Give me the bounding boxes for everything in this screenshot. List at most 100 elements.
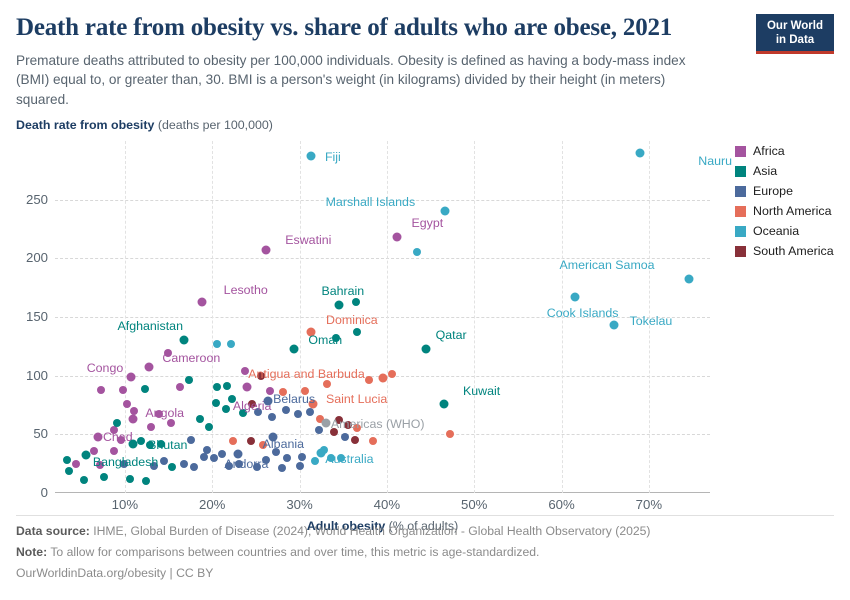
- data-point[interactable]: [156, 439, 165, 448]
- data-point[interactable]: [352, 297, 361, 306]
- legend-item-africa[interactable]: Africa: [735, 145, 834, 158]
- data-point[interactable]: [63, 456, 72, 465]
- data-point[interactable]: [300, 386, 309, 395]
- data-point[interactable]: [79, 476, 88, 485]
- data-point[interactable]: [257, 371, 266, 380]
- data-point[interactable]: [126, 372, 136, 382]
- data-point[interactable]: [168, 463, 177, 472]
- data-point[interactable]: [323, 379, 332, 388]
- data-point[interactable]: [163, 349, 172, 358]
- data-point[interactable]: [223, 382, 232, 391]
- data-point[interactable]: [180, 459, 189, 468]
- data-point[interactable]: [351, 436, 360, 445]
- legend-item-north-america[interactable]: North America: [735, 205, 834, 218]
- data-point[interactable]: [353, 328, 362, 337]
- data-point[interactable]: [321, 418, 331, 428]
- data-point[interactable]: [202, 445, 211, 454]
- data-point[interactable]: [93, 432, 103, 442]
- data-point[interactable]: [222, 404, 231, 413]
- data-point[interactable]: [306, 327, 316, 337]
- legend-item-south-america[interactable]: South America: [735, 245, 834, 258]
- data-point[interactable]: [334, 416, 343, 425]
- data-point[interactable]: [635, 148, 645, 158]
- data-point[interactable]: [268, 432, 278, 442]
- data-point[interactable]: [261, 245, 271, 255]
- data-point[interactable]: [146, 440, 155, 449]
- data-point[interactable]: [119, 385, 128, 394]
- data-point[interactable]: [293, 410, 302, 419]
- scatter-plot[interactable]: Adult obesity (% of adults) 0 50 100 150 200…: [26, 141, 732, 533]
- footer-license[interactable]: OurWorldinData.org/obesity | CC BY: [16, 565, 214, 580]
- data-point[interactable]: [128, 414, 138, 424]
- data-point[interactable]: [81, 450, 91, 460]
- data-point[interactable]: [329, 427, 338, 436]
- data-point[interactable]: [326, 453, 335, 462]
- data-point[interactable]: [316, 415, 325, 424]
- data-point[interactable]: [209, 453, 218, 462]
- data-point[interactable]: [258, 440, 267, 449]
- data-point[interactable]: [137, 437, 146, 446]
- data-point[interactable]: [295, 462, 304, 470]
- data-point[interactable]: [211, 398, 220, 407]
- data-point[interactable]: [167, 418, 176, 427]
- data-point[interactable]: [175, 383, 184, 392]
- data-point[interactable]: [316, 448, 326, 458]
- data-point[interactable]: [187, 436, 196, 445]
- data-point[interactable]: [179, 335, 189, 345]
- data-point[interactable]: [119, 459, 128, 468]
- data-point[interactable]: [440, 206, 450, 216]
- data-point[interactable]: [71, 459, 80, 468]
- data-point[interactable]: [247, 399, 256, 408]
- data-point[interactable]: [99, 472, 108, 481]
- data-point[interactable]: [212, 383, 221, 392]
- data-point[interactable]: [263, 396, 273, 406]
- data-point[interactable]: [109, 425, 118, 434]
- data-point[interactable]: [195, 415, 204, 424]
- legend-item-oceania[interactable]: Oceania: [735, 225, 834, 238]
- data-point[interactable]: [337, 453, 346, 462]
- data-point[interactable]: [609, 320, 619, 330]
- data-point[interactable]: [185, 376, 194, 385]
- data-point[interactable]: [332, 334, 341, 343]
- data-point[interactable]: [97, 385, 106, 394]
- data-point[interactable]: [271, 447, 280, 456]
- data-point[interactable]: [147, 423, 156, 432]
- data-point[interactable]: [144, 362, 154, 372]
- data-point[interactable]: [141, 477, 150, 486]
- data-point[interactable]: [278, 388, 287, 397]
- data-point[interactable]: [314, 425, 323, 434]
- data-point[interactable]: [282, 405, 291, 414]
- data-point[interactable]: [570, 292, 580, 302]
- legend-item-asia[interactable]: Asia: [735, 165, 834, 178]
- data-point[interactable]: [421, 344, 431, 354]
- data-point[interactable]: [235, 459, 244, 468]
- data-point[interactable]: [445, 430, 454, 439]
- data-point[interactable]: [110, 446, 119, 455]
- data-point[interactable]: [90, 446, 99, 455]
- data-point[interactable]: [116, 436, 125, 445]
- data-point[interactable]: [130, 406, 139, 415]
- data-point[interactable]: [283, 453, 292, 462]
- data-point[interactable]: [126, 474, 135, 483]
- data-point[interactable]: [388, 370, 397, 379]
- data-point[interactable]: [306, 151, 316, 161]
- data-point[interactable]: [308, 399, 318, 409]
- data-point[interactable]: [267, 412, 276, 421]
- data-point[interactable]: [252, 463, 261, 472]
- data-point[interactable]: [242, 382, 252, 392]
- data-point[interactable]: [213, 339, 222, 348]
- data-point[interactable]: [204, 423, 213, 432]
- data-point[interactable]: [229, 437, 238, 446]
- data-point[interactable]: [224, 462, 233, 470]
- data-point[interactable]: [246, 437, 255, 446]
- data-point[interactable]: [262, 456, 271, 465]
- data-point[interactable]: [439, 399, 449, 409]
- data-point[interactable]: [217, 450, 226, 459]
- data-point[interactable]: [278, 464, 287, 473]
- data-point[interactable]: [113, 418, 121, 427]
- data-point[interactable]: [353, 424, 362, 433]
- data-point[interactable]: [227, 339, 236, 348]
- data-point[interactable]: [233, 449, 243, 459]
- data-point[interactable]: [64, 466, 73, 475]
- owid-logo[interactable]: Our World in Data: [756, 14, 834, 54]
